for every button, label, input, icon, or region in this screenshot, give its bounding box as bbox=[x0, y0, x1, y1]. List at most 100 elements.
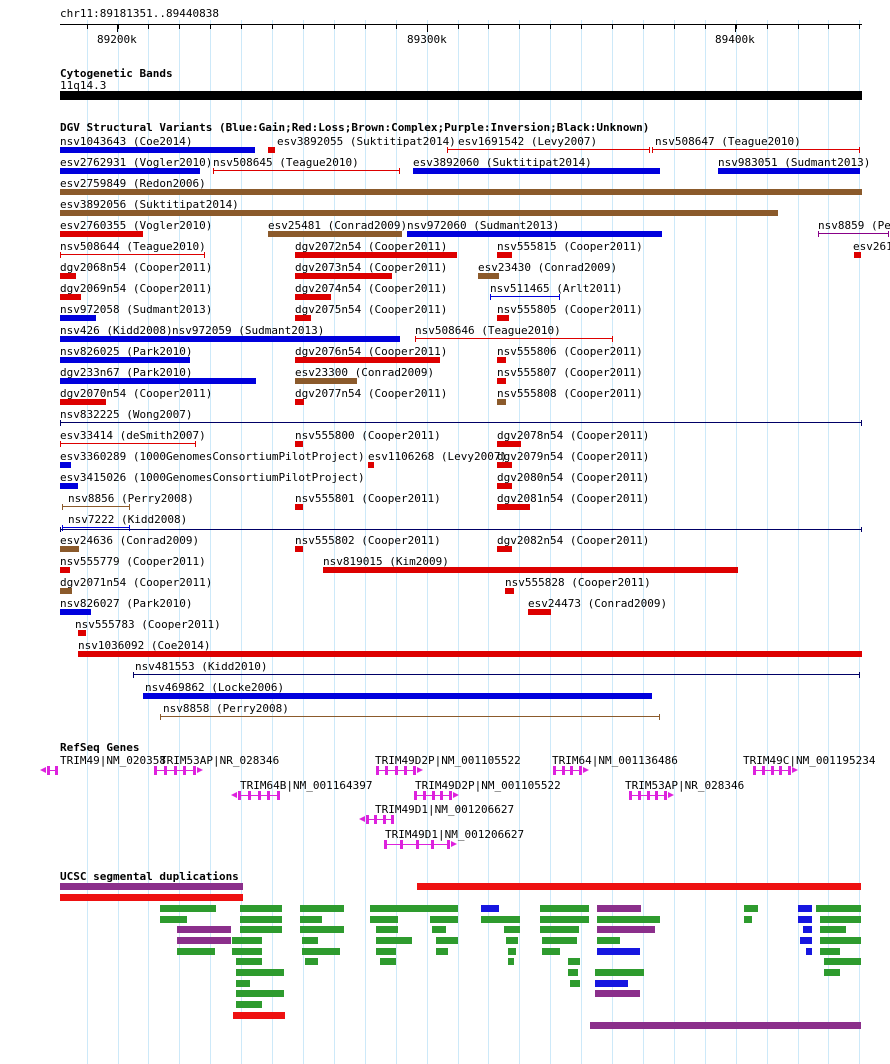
gene-line[interactable] bbox=[47, 770, 58, 771]
segdup-bar[interactable] bbox=[597, 948, 640, 955]
variant-label[interactable]: nsv508647 (Teague2010) bbox=[655, 135, 801, 148]
variant-span-line[interactable] bbox=[60, 422, 862, 423]
variant-bar[interactable] bbox=[60, 588, 72, 594]
variant-label[interactable]: nsv555828 (Cooper2011) bbox=[505, 576, 651, 589]
segdup-bar[interactable] bbox=[595, 969, 644, 976]
segdup-bar[interactable] bbox=[824, 969, 840, 976]
segdup-bar[interactable] bbox=[236, 1001, 262, 1008]
variant-label[interactable]: dgv2082n54 (Cooper2011) bbox=[497, 534, 650, 547]
variant-bar[interactable] bbox=[497, 546, 512, 552]
gene-exon[interactable] bbox=[753, 766, 756, 775]
variant-bar[interactable] bbox=[60, 483, 78, 489]
segdup-bar[interactable] bbox=[370, 916, 398, 923]
segdup-bar[interactable] bbox=[481, 916, 520, 923]
segdup-bar[interactable] bbox=[60, 894, 243, 901]
variant-label[interactable]: nsv819015 (Kim2009) bbox=[323, 555, 449, 568]
variant-label[interactable]: dgv2076n54 (Cooper2011) bbox=[295, 345, 448, 358]
variant-label[interactable]: esv2760355 (Vogler2010) bbox=[60, 219, 213, 232]
segdup-bar[interactable] bbox=[595, 980, 628, 987]
variant-span-line[interactable] bbox=[652, 149, 860, 150]
variant-bar[interactable] bbox=[497, 483, 512, 489]
segdup-bar[interactable] bbox=[798, 905, 812, 912]
gene-label[interactable]: TRIM49|NM_020358 bbox=[60, 754, 166, 767]
variant-bar[interactable] bbox=[60, 462, 71, 468]
variant-label[interactable]: nsv555807 (Cooper2011) bbox=[497, 366, 643, 379]
gene-exon[interactable] bbox=[376, 766, 379, 775]
gene-exon[interactable] bbox=[432, 791, 435, 800]
gene-label[interactable]: TRIM53AP|NR_028346 bbox=[625, 779, 745, 792]
segdup-bar[interactable] bbox=[236, 980, 250, 987]
segdup-bar[interactable] bbox=[160, 905, 216, 912]
variant-bar[interactable] bbox=[60, 168, 200, 174]
gene-exon[interactable] bbox=[664, 791, 667, 800]
segdup-bar[interactable] bbox=[300, 905, 344, 912]
gene-exon[interactable] bbox=[570, 766, 573, 775]
segdup-bar[interactable] bbox=[540, 926, 579, 933]
variant-label[interactable]: dgv2075n54 (Cooper2011) bbox=[295, 303, 448, 316]
gene-exon[interactable] bbox=[416, 840, 419, 849]
variant-bar[interactable] bbox=[60, 357, 190, 363]
gene-exon[interactable] bbox=[384, 840, 387, 849]
variant-label[interactable]: nsv8856 (Perry2008) bbox=[68, 492, 194, 505]
variant-bar[interactable] bbox=[60, 609, 91, 615]
segdup-bar[interactable] bbox=[376, 948, 396, 955]
segdup-bar[interactable] bbox=[744, 905, 758, 912]
segdup-bar[interactable] bbox=[597, 916, 660, 923]
variant-span-line[interactable] bbox=[60, 529, 862, 530]
variant-label[interactable]: nsv555783 (Cooper2011) bbox=[75, 618, 221, 631]
variant-bar[interactable] bbox=[60, 294, 81, 300]
variant-bar[interactable] bbox=[60, 273, 76, 279]
gene-label[interactable]: TRIM49D1|NM_001206627 bbox=[385, 828, 525, 841]
variant-bar[interactable] bbox=[150, 336, 400, 342]
segdup-bar[interactable] bbox=[60, 883, 243, 890]
gene-exon[interactable] bbox=[154, 766, 157, 775]
segdup-bar[interactable] bbox=[232, 948, 262, 955]
variant-bar[interactable] bbox=[718, 168, 860, 174]
segdup-bar[interactable] bbox=[504, 926, 520, 933]
variant-span-line[interactable] bbox=[818, 233, 889, 234]
variant-span-line[interactable] bbox=[447, 149, 650, 150]
variant-label[interactable]: nsv511465 (Arlt2011) bbox=[490, 282, 623, 295]
segdup-bar[interactable] bbox=[540, 916, 589, 923]
variant-label[interactable]: nsv555801 (Cooper2011) bbox=[295, 492, 441, 505]
segdup-bar[interactable] bbox=[806, 948, 812, 955]
gene-exon[interactable] bbox=[447, 840, 450, 849]
variant-label[interactable]: nsv469862 (Locke2006) bbox=[145, 681, 285, 694]
variant-span-line[interactable] bbox=[60, 443, 196, 444]
variant-bar[interactable] bbox=[407, 231, 662, 237]
variant-label[interactable]: dgv2072n54 (Cooper2011) bbox=[295, 240, 448, 253]
variant-bar[interactable] bbox=[60, 399, 106, 405]
segdup-bar[interactable] bbox=[540, 905, 589, 912]
segdup-bar[interactable] bbox=[820, 937, 861, 944]
gene-exon[interactable] bbox=[258, 791, 261, 800]
segdup-bar[interactable] bbox=[568, 958, 580, 965]
variant-label[interactable]: nsv555805 (Cooper2011) bbox=[497, 303, 643, 316]
variant-bar[interactable] bbox=[60, 189, 862, 195]
segdup-bar[interactable] bbox=[570, 980, 580, 987]
gene-label[interactable]: TRIM64|NM_001136486 bbox=[552, 754, 678, 767]
variant-label[interactable]: esv1106268 (Levy2007) bbox=[368, 450, 508, 463]
variant-label[interactable]: esv1691542 (Levy2007) bbox=[458, 135, 598, 148]
gene-exon[interactable] bbox=[366, 815, 369, 824]
variant-label[interactable]: nsv1036092 (Coe2014) bbox=[78, 639, 211, 652]
variant-bar[interactable] bbox=[497, 357, 506, 363]
variant-label[interactable]: nsv508644 (Teague2010) bbox=[60, 240, 206, 253]
segdup-bar[interactable] bbox=[177, 926, 231, 933]
gene-exon[interactable] bbox=[395, 766, 398, 775]
variant-label[interactable]: nsv972060 (Sudmant2013) bbox=[407, 219, 560, 232]
segdup-bar[interactable] bbox=[240, 905, 282, 912]
variant-label[interactable]: esv24473 (Conrad2009) bbox=[528, 597, 668, 610]
variant-label[interactable]: nsv508645 (Teague2010) bbox=[213, 156, 359, 169]
variant-label[interactable]: nsv555802 (Cooper2011) bbox=[295, 534, 441, 547]
gene-label[interactable]: TRIM49D1|NM_001206627 bbox=[375, 803, 515, 816]
variant-bar[interactable] bbox=[497, 315, 509, 321]
gene-exon[interactable] bbox=[374, 815, 377, 824]
segdup-bar[interactable] bbox=[232, 937, 262, 944]
variant-label[interactable]: esv23300 (Conrad2009) bbox=[295, 366, 435, 379]
segdup-bar[interactable] bbox=[177, 937, 231, 944]
variant-bar[interactable] bbox=[60, 147, 255, 153]
gene-exon[interactable] bbox=[248, 791, 251, 800]
variant-bar[interactable] bbox=[295, 546, 303, 552]
segdup-bar[interactable] bbox=[568, 969, 578, 976]
variant-bar[interactable] bbox=[295, 357, 440, 363]
